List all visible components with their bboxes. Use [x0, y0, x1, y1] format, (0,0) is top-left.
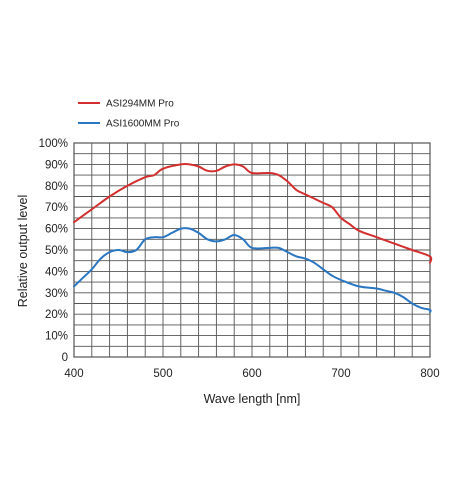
series-lines [73, 162, 433, 314]
y-tick-label: 40% [45, 266, 68, 278]
plot-frame [73, 142, 431, 358]
x-tick-label: 700 [331, 368, 350, 380]
y-tick-label: 10% [45, 331, 68, 343]
y-tick-label: 70% [45, 202, 68, 214]
x-tick-label: 800 [420, 368, 439, 380]
legend: ASI294MM Pro ASI1600MM Pro [78, 99, 180, 130]
series-line-asi1600mm-pro [73, 227, 432, 314]
y-tick-label: 0 [62, 352, 68, 364]
y-axis-label: Relative output level [16, 195, 30, 308]
y-axis-ticks: 0 10% 20% 30% 40% 50% 60% 70% 80% 90% 100% [39, 138, 68, 364]
y-tick-label: 30% [45, 288, 68, 300]
y-tick-label: 100% [39, 138, 68, 150]
x-tick-label: 500 [153, 368, 172, 380]
x-axis-label: Wave length [nm] [204, 392, 301, 406]
y-tick-label: 80% [45, 181, 68, 193]
y-tick-label: 20% [45, 309, 68, 321]
y-tick-label: 90% [45, 159, 68, 171]
gridlines [73, 142, 431, 358]
series-line-asi294mm-pro [73, 162, 433, 264]
legend-label-asi1600mm-pro: ASI1600MM Pro [106, 119, 180, 130]
x-axis-ticks: 400 500 600 700 800 [64, 368, 439, 380]
x-tick-label: 600 [242, 368, 261, 380]
y-tick-label: 60% [45, 224, 68, 236]
x-tick-label: 400 [64, 368, 83, 380]
legend-label-asi294mm-pro: ASI294MM Pro [106, 99, 174, 110]
y-tick-label: 50% [45, 245, 68, 257]
